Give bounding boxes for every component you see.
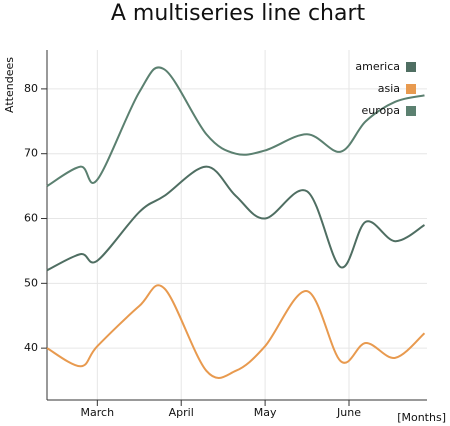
y-axis-label: Attendees	[3, 57, 16, 113]
y-tick-label: 70	[24, 147, 38, 160]
y-tick-label: 50	[24, 276, 38, 289]
series-line	[46, 165, 426, 272]
x-tick-label: June	[336, 406, 361, 419]
y-tick-label: 80	[24, 82, 38, 95]
legend-label: asia	[378, 82, 400, 95]
y-tick-label: 60	[24, 212, 38, 225]
legend-label: europa	[362, 104, 400, 117]
x-tick-label: March	[81, 406, 115, 419]
x-tick-label: May	[254, 406, 277, 419]
series-line	[46, 66, 425, 187]
x-axis-label: [Months]	[397, 411, 446, 424]
chart-title: A multiseries line chart	[111, 1, 366, 26]
series-line	[46, 284, 426, 379]
y-tick-label: 40	[24, 341, 38, 354]
legend-label: america	[355, 60, 400, 73]
legend-swatch	[406, 84, 416, 94]
legend-swatch	[406, 62, 416, 72]
x-tick-label: April	[169, 406, 194, 419]
legend-swatch	[406, 106, 416, 116]
